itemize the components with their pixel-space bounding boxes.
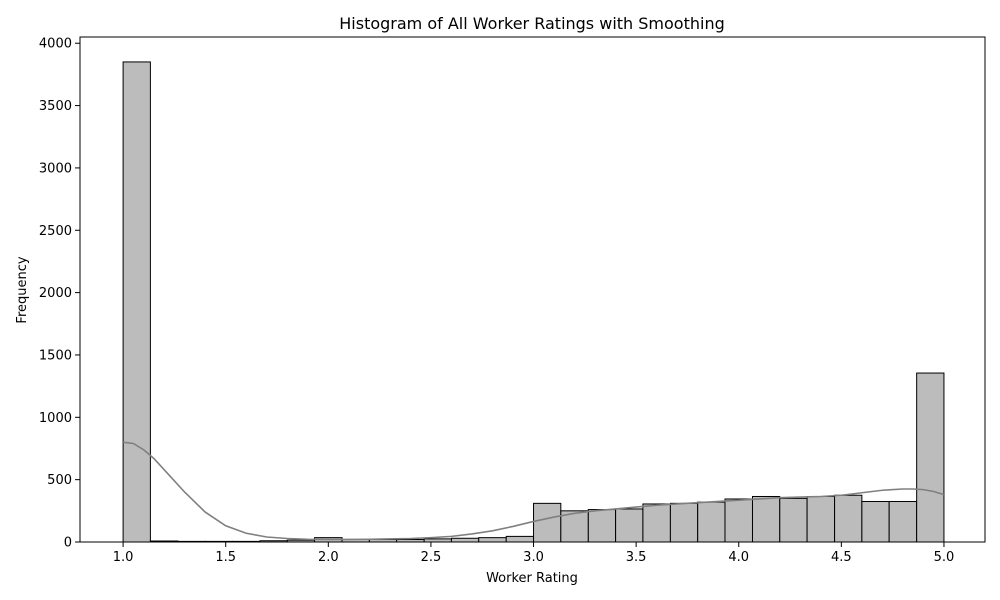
x-axis-ticks: 1.0 1.5 2.0 2.5 3.0 3.5 4.0 4.5 5.0 <box>113 542 955 565</box>
chart-title: Histogram of All Worker Ratings with Smo… <box>339 14 724 33</box>
histogram-bar-18 <box>615 508 644 543</box>
histogram-bar-19 <box>642 503 671 543</box>
x-tick-label: 2.0 <box>318 550 339 565</box>
histogram-bars <box>122 61 945 543</box>
x-axis-label: Worker Rating <box>486 571 578 586</box>
histogram-bar-13 <box>478 537 507 543</box>
y-tick-label: 1500 <box>39 348 72 363</box>
y-tick-label: 3000 <box>39 161 72 176</box>
x-tick-label: 3.5 <box>626 550 647 565</box>
smoothing-curve <box>123 441 945 541</box>
histogram-bar-21 <box>697 501 726 543</box>
x-tick-label: 1.0 <box>113 550 134 565</box>
histogram-bar-17 <box>587 509 617 543</box>
histogram-bar-23 <box>751 495 781 543</box>
y-tick-label: 3500 <box>39 99 72 114</box>
histogram-bar-24 <box>779 497 808 543</box>
histogram-bar-25 <box>806 495 836 543</box>
plot-frame <box>79 36 986 543</box>
x-tick-label: 4.0 <box>728 550 749 565</box>
histogram-bar-29 <box>916 372 945 543</box>
y-tick-label: 0 <box>64 536 72 551</box>
histogram-bar-28 <box>888 500 918 543</box>
x-tick-label: 2.5 <box>421 550 442 565</box>
y-axis-ticks: 0 500 1000 1500 2000 2500 3000 3500 4000 <box>39 37 80 551</box>
x-tick-label: 1.5 <box>215 550 236 565</box>
y-tick-label: 4000 <box>39 37 72 52</box>
x-tick-label: 3.0 <box>523 550 544 565</box>
histogram-bar-22 <box>724 498 753 543</box>
histogram-bar-15 <box>533 502 562 543</box>
y-tick-label: 500 <box>47 473 72 488</box>
histogram-bar-26 <box>834 494 863 543</box>
histogram-bar-20 <box>669 502 699 543</box>
histogram-bar-14 <box>505 535 535 543</box>
x-tick-label: 4.5 <box>831 550 852 565</box>
x-tick-label: 5.0 <box>934 550 955 565</box>
histogram-bar-27 <box>861 500 890 543</box>
y-tick-label: 1000 <box>39 411 72 426</box>
y-axis-label: Frequency <box>15 256 30 323</box>
histogram-bar-12 <box>450 537 480 543</box>
smoothing-curve-group <box>123 441 945 541</box>
histogram-bar-0 <box>122 61 151 543</box>
y-tick-label: 2500 <box>39 224 72 239</box>
y-tick-label: 2000 <box>39 286 72 301</box>
